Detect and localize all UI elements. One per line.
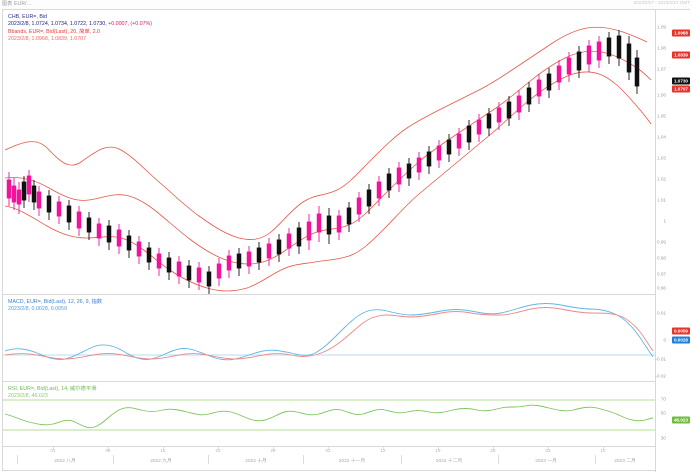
rsi-tag-value: 46.023 <box>671 416 690 424</box>
price-tag-boll-middle: 1.0839 <box>671 51 690 59</box>
month-label: 2022 九月 <box>150 459 172 464</box>
time-tick: 10 <box>600 448 606 453</box>
time-grid <box>438 447 439 450</box>
time-tick: 03 <box>325 448 331 453</box>
month-divider <box>595 455 596 464</box>
rsi-tick: 50 <box>660 410 666 416</box>
quote-values: 2023/2/8, 1.0724, 1.0734, 1.0722, 1.0730… <box>8 21 152 28</box>
bollinger-values: 2023/2/8, 1.0968, 1.0839, 1.0707 <box>8 36 87 43</box>
price-legend: CHB, EUR=, Bid 2023/2/8, 1.0724, 1.0734,… <box>8 14 152 44</box>
macd-dif-line <box>4 303 654 361</box>
macd-tick: 0.01 <box>657 310 666 316</box>
price-tick: 1.09 <box>657 24 666 30</box>
macd-plot[interactable] <box>3 295 655 381</box>
price-tick: 1.07 <box>657 66 666 72</box>
time-tick: 15 <box>160 448 166 453</box>
price-tick: 0.97 <box>657 271 666 277</box>
panel-separator-rsi-time <box>3 446 691 447</box>
chart-frame: CHB, EUR=, Bid 2023/2/8, 1.0724, 1.0734,… <box>2 9 691 472</box>
month-label: 2023 二月 <box>614 459 636 464</box>
quote-change: +0.0007, (+0.07%) <box>108 21 153 28</box>
month-divider <box>303 455 304 464</box>
time-tick: 26 <box>490 448 496 453</box>
macd-tag-dif: 0.0028 <box>671 336 690 344</box>
right-price-axis[interactable]: 1.09 1.08 1.07 1.06 1.05 1.04 1.03 1.02 … <box>655 10 691 472</box>
time-grid <box>53 447 54 450</box>
macd-tag-dea: 0.0059 <box>671 327 690 335</box>
time-tick: 19 <box>435 448 441 453</box>
time-tick: 08 <box>105 448 111 453</box>
macd-legend: MACD, EUR=, Bid(Last), 12, 26, 9, 指数 202… <box>8 299 102 314</box>
bollinger-lower-band <box>4 71 652 292</box>
rsi-values: 2023/2/8, 46.023 <box>8 393 48 400</box>
macd-tick: 0 <box>663 337 666 343</box>
bollinger-upper-band <box>4 26 648 240</box>
month-label: 2022 十月 <box>245 459 267 464</box>
time-tick: 22 <box>215 448 221 453</box>
bollinger-label: Bbands, EUR=, Bid(Last), 20, 简单, 2.0 <box>8 28 101 35</box>
month-divider <box>113 455 114 464</box>
month-label: 2022 十一月 <box>338 459 366 464</box>
time-tick: 01 <box>50 448 56 453</box>
price-tick: 1.06 <box>657 92 666 98</box>
macd-values: 2023/2/8, 0.0028, 0.0059 <box>8 306 67 313</box>
time-grid <box>548 447 549 450</box>
price-tick: 0.96 <box>657 285 666 291</box>
price-tick: 1.01 <box>657 197 666 203</box>
price-tick: 1.05 <box>657 113 666 119</box>
window-title-bar: 图表 EUR/... 2023/2/27 - 2023/2/27 GMT <box>0 0 692 9</box>
rsi-plot[interactable] <box>3 382 655 446</box>
rsi-tick: 30 <box>660 435 666 441</box>
price-tick: 1.08 <box>657 45 666 51</box>
price-tick: 1.04 <box>657 134 666 140</box>
time-tick: 03 <box>545 448 551 453</box>
price-tag-last: 1.0730 <box>671 77 690 85</box>
time-axis[interactable]: 01 08 15 22 29 03 12 19 26 03 10 2022 八月… <box>3 447 655 471</box>
month-label: 2022 十二月 <box>435 459 463 464</box>
month-divider <box>208 455 209 464</box>
month-divider <box>401 455 402 464</box>
price-tick: 1 <box>663 218 666 224</box>
price-svg <box>4 26 652 294</box>
macd-title: MACD, EUR=, Bid(Last), 12, 26, 9, 指数 <box>8 299 103 305</box>
month-label: 2023 一月 <box>535 459 557 464</box>
time-grid <box>163 447 164 450</box>
quote-ohlc: 2023/2/8, 1.0724, 1.0734, 1.0722, 1.0730… <box>8 21 107 28</box>
price-tag-boll-upper: 1.0968 <box>671 29 690 37</box>
rsi-line <box>4 404 654 429</box>
price-chart-plot[interactable] <box>3 10 655 295</box>
rsi-title: RSI, EUR=, Bid(Last), 14, 威尔德平滑 <box>8 386 97 392</box>
price-tick: 1.03 <box>657 155 666 161</box>
month-label: 2022 八月 <box>54 459 76 464</box>
macd-tick: -0.01 <box>655 356 666 362</box>
time-grid <box>108 447 109 450</box>
price-tick: 1.02 <box>657 176 666 182</box>
panel-separator-macd-rsi <box>3 381 691 382</box>
time-grid <box>218 447 219 450</box>
month-divider <box>498 455 499 464</box>
macd-dea-line <box>4 307 654 360</box>
time-grid <box>603 447 604 450</box>
month-divider <box>17 455 18 464</box>
panel-separator-price-macd <box>3 294 691 295</box>
rsi-tick: 70 <box>660 396 666 402</box>
time-tick: 29 <box>270 448 276 453</box>
price-tick: 0.98 <box>657 255 666 261</box>
macd-svg <box>3 303 655 361</box>
window-title: 图表 EUR/... <box>2 1 32 7</box>
rsi-svg <box>3 399 655 431</box>
price-tag-boll-lower: 1.0707 <box>671 85 690 93</box>
macd-tick: -0.02 <box>655 373 666 379</box>
candlestick-series <box>6 30 640 294</box>
rsi-legend: RSI, EUR=, Bid(Last), 14, 威尔德平滑 2023/2/8… <box>8 386 96 401</box>
time-grid <box>273 447 274 450</box>
time-grid <box>383 447 384 450</box>
time-grid <box>328 447 329 450</box>
price-tick: 0.99 <box>657 239 666 245</box>
window-date-range: 2023/2/27 - 2023/2/27 GMT <box>633 0 690 5</box>
instrument-label: CHB, EUR=, Bid <box>8 14 48 20</box>
time-grid <box>493 447 494 450</box>
time-tick: 12 <box>380 448 386 453</box>
